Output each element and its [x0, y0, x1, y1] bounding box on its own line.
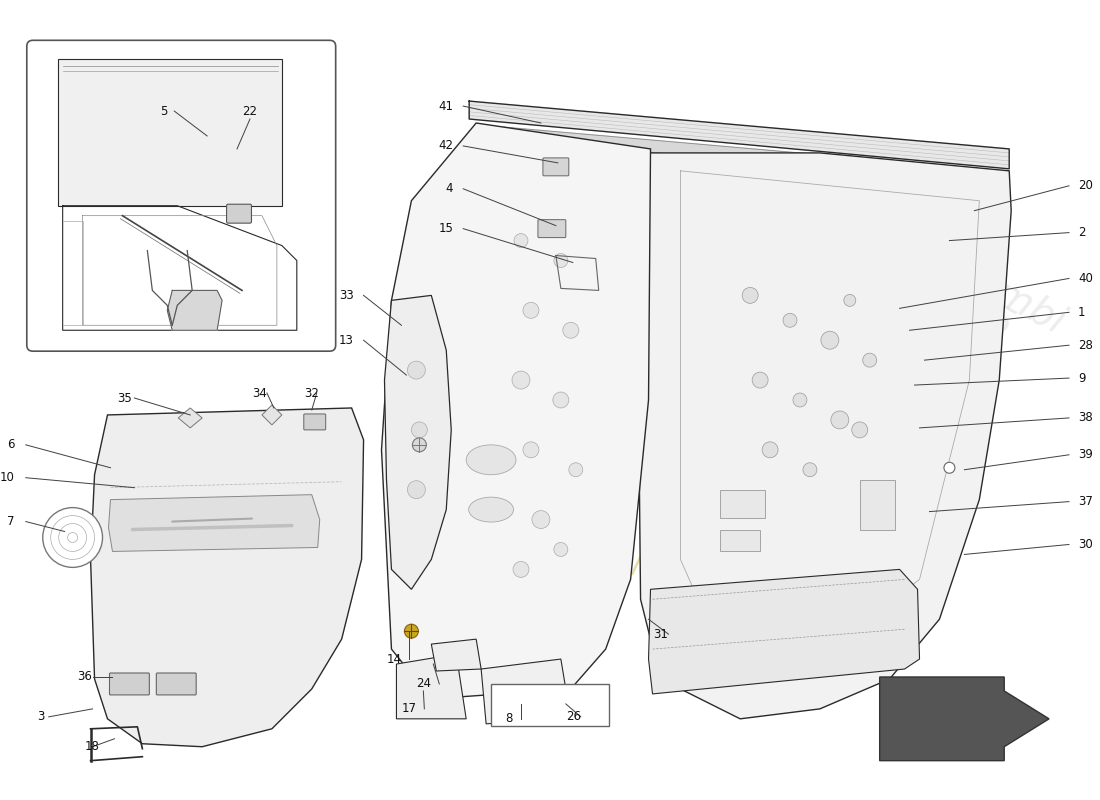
Polygon shape: [649, 570, 920, 694]
Text: 85: 85: [958, 290, 1020, 346]
Bar: [860, 480, 894, 530]
Polygon shape: [431, 639, 481, 671]
Text: 35: 35: [117, 391, 132, 405]
Text: 32: 32: [305, 386, 319, 399]
Circle shape: [821, 331, 839, 349]
Text: 6: 6: [8, 438, 14, 451]
Polygon shape: [382, 123, 650, 699]
Text: 40: 40: [1078, 272, 1092, 285]
Text: 7: 7: [8, 515, 14, 528]
Polygon shape: [396, 654, 466, 719]
FancyBboxPatch shape: [538, 220, 565, 238]
Text: 15: 15: [439, 222, 453, 235]
Circle shape: [407, 481, 426, 498]
Text: 10: 10: [0, 471, 14, 484]
Polygon shape: [262, 405, 282, 425]
Text: 13: 13: [339, 334, 353, 346]
Polygon shape: [90, 408, 364, 746]
Text: 17: 17: [402, 702, 417, 715]
Text: 1: 1: [1078, 306, 1086, 319]
Circle shape: [554, 254, 568, 267]
Text: 5: 5: [161, 105, 168, 118]
Polygon shape: [470, 101, 1009, 169]
Bar: [720, 530, 760, 551]
Circle shape: [405, 624, 418, 638]
Circle shape: [514, 234, 528, 247]
Circle shape: [830, 411, 849, 429]
Circle shape: [522, 442, 539, 458]
Text: autoricambi: autoricambi: [848, 199, 1071, 342]
Text: 18: 18: [85, 740, 100, 754]
FancyBboxPatch shape: [156, 673, 196, 695]
Polygon shape: [491, 126, 1004, 184]
Polygon shape: [639, 153, 1011, 719]
Text: 26: 26: [565, 710, 581, 723]
Circle shape: [803, 462, 817, 477]
Text: 2: 2: [1078, 226, 1086, 239]
Text: 37: 37: [1078, 495, 1092, 508]
Bar: [491, 684, 608, 726]
Text: 20: 20: [1078, 179, 1092, 192]
Text: 3: 3: [37, 710, 44, 723]
Circle shape: [944, 462, 955, 474]
FancyBboxPatch shape: [543, 158, 569, 176]
Text: 41: 41: [438, 99, 453, 113]
Text: 34: 34: [253, 386, 267, 399]
Circle shape: [563, 322, 579, 338]
Circle shape: [43, 508, 102, 567]
Text: 42: 42: [438, 139, 453, 153]
Circle shape: [407, 361, 426, 379]
Text: 4: 4: [446, 182, 453, 195]
Text: 28: 28: [1078, 338, 1092, 352]
FancyBboxPatch shape: [304, 414, 326, 430]
Circle shape: [793, 393, 807, 407]
FancyBboxPatch shape: [227, 204, 252, 223]
Circle shape: [851, 422, 868, 438]
Text: 30: 30: [1078, 538, 1092, 551]
Circle shape: [513, 562, 529, 578]
Text: 31: 31: [653, 628, 669, 641]
Text: 9: 9: [1078, 371, 1086, 385]
Text: 33: 33: [339, 289, 353, 302]
Bar: [720, 490, 766, 518]
Polygon shape: [385, 295, 451, 590]
Circle shape: [553, 392, 569, 408]
Text: 24: 24: [416, 678, 431, 690]
Circle shape: [844, 294, 856, 306]
Text: 39: 39: [1078, 448, 1092, 462]
Circle shape: [532, 510, 550, 529]
FancyBboxPatch shape: [26, 40, 335, 351]
Polygon shape: [178, 408, 202, 428]
Circle shape: [412, 438, 427, 452]
Polygon shape: [481, 659, 571, 724]
Circle shape: [512, 371, 530, 389]
Circle shape: [783, 314, 798, 327]
Polygon shape: [167, 290, 222, 330]
Text: 22: 22: [242, 105, 257, 118]
Polygon shape: [880, 677, 1049, 761]
Circle shape: [569, 462, 583, 477]
Text: 38: 38: [1078, 411, 1092, 425]
Circle shape: [522, 302, 539, 318]
Circle shape: [762, 442, 778, 458]
Polygon shape: [109, 494, 320, 551]
Ellipse shape: [469, 497, 514, 522]
Text: 36: 36: [77, 670, 92, 683]
FancyBboxPatch shape: [110, 673, 150, 695]
Text: a passion for Maserati: a passion for Maserati: [456, 509, 745, 610]
Circle shape: [862, 353, 877, 367]
Circle shape: [752, 372, 768, 388]
Circle shape: [742, 287, 758, 303]
Ellipse shape: [466, 445, 516, 474]
Circle shape: [411, 422, 427, 438]
Text: 14: 14: [386, 653, 402, 666]
Polygon shape: [57, 59, 282, 206]
Text: 8: 8: [506, 712, 513, 726]
Circle shape: [554, 542, 568, 557]
